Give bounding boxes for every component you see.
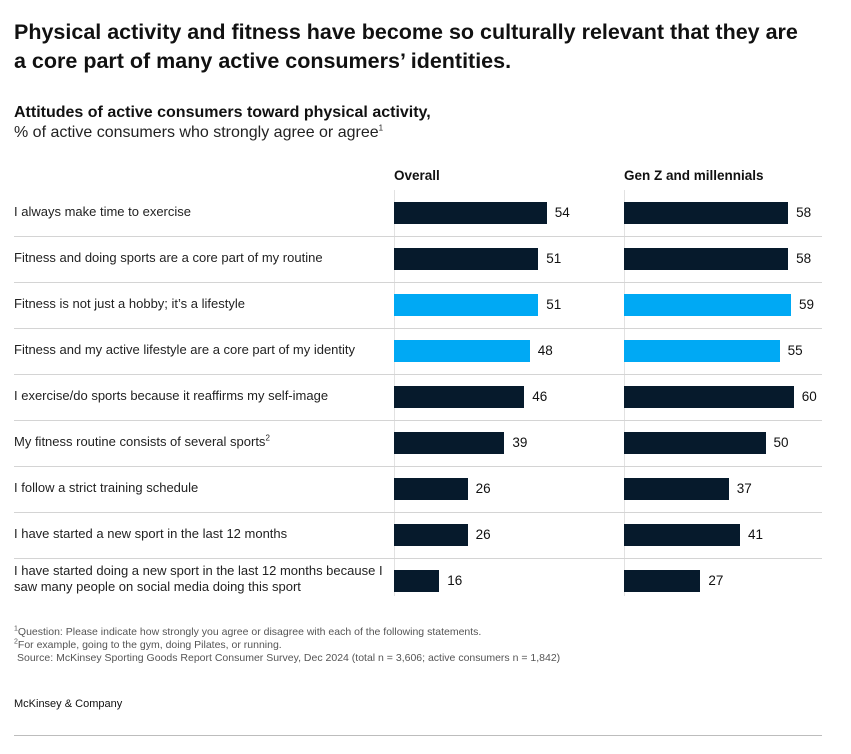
data-label: 46: [532, 389, 548, 404]
category-label: I exercise/do sports because it reaffirm…: [14, 388, 328, 404]
footnote-1-text: Question: Please indicate how strongly y…: [17, 626, 482, 638]
footnote-2: 2For example, going to the gym, doing Pi…: [14, 639, 282, 652]
category-label: Fitness is not just a hobby; it’s a life…: [14, 296, 245, 312]
category-label-text: I follow a strict training schedule: [14, 480, 199, 495]
data-label: 37: [736, 481, 752, 496]
footnote-1-marker: 1: [14, 625, 18, 633]
footnote-2-marker: 2: [14, 638, 18, 646]
row-separator: [14, 374, 822, 375]
category-label: Fitness and my active lifestyle are a co…: [14, 342, 355, 358]
bar: [624, 432, 766, 454]
data-label: 48: [537, 343, 553, 358]
bar: [624, 248, 789, 270]
row-separator: [14, 282, 822, 283]
row-separator: [14, 420, 822, 421]
category-label-text: I have started doing a new sport in the …: [14, 563, 383, 594]
data-label: 41: [748, 527, 764, 542]
data-label: 39: [512, 435, 528, 450]
category-label-text: I have started a new sport in the last 1…: [14, 526, 288, 541]
chart-subtitle-note: 1: [378, 123, 384, 133]
category-label: I always make time to exercise: [14, 204, 191, 220]
data-label: 26: [475, 527, 491, 542]
chart-subtitle: % of active consumers who strongly agree…: [14, 124, 383, 142]
row-separator: [14, 512, 822, 513]
data-label: 59: [799, 297, 815, 312]
category-label: My fitness routine consists of several s…: [14, 434, 270, 450]
data-label: 26: [475, 481, 491, 496]
category-label-text: I exercise/do sports because it reaffirm…: [14, 388, 329, 403]
bar: [624, 524, 740, 546]
brand-logo-text: McKinsey & Company: [14, 698, 123, 710]
series-header-overall: Overall: [394, 168, 440, 183]
row-separator: [14, 236, 822, 237]
data-label: 58: [796, 251, 812, 266]
data-label: 27: [708, 573, 724, 588]
category-label-text: Fitness is not just a hobby; it’s a life…: [14, 296, 245, 311]
bottom-rule: [14, 735, 822, 736]
bar: [394, 570, 440, 592]
category-label-text: I always make time to exercise: [14, 204, 192, 219]
bar: [394, 478, 468, 500]
category-label-text: Fitness and my active lifestyle are a co…: [14, 342, 356, 357]
category-label-text: Fitness and doing sports are a core part…: [14, 250, 323, 265]
data-label: 50: [773, 435, 789, 450]
data-label: 51: [546, 251, 562, 266]
footnote-1: 1Question: Please indicate how strongly …: [14, 626, 481, 639]
bar: [624, 340, 780, 362]
bar: [394, 524, 468, 546]
category-label: I have started a new sport in the last 1…: [14, 526, 287, 542]
bar: [394, 248, 539, 270]
data-label: 51: [546, 297, 562, 312]
bar: [394, 294, 539, 316]
data-label: 60: [801, 389, 817, 404]
category-label: I have started doing a new sport in the …: [14, 563, 389, 595]
category-label: Fitness and doing sports are a core part…: [14, 250, 323, 266]
bar: [394, 386, 525, 408]
bar: [624, 294, 791, 316]
data-label: 55: [787, 343, 803, 358]
category-label-text: My fitness routine consists of several s…: [14, 434, 266, 449]
bar: [624, 386, 794, 408]
series-header-genz: Gen Z and millennials: [624, 168, 764, 183]
row-separator: [14, 328, 822, 329]
category-note: 2: [265, 433, 270, 443]
footnote-source: Source: McKinsey Sporting Goods Report C…: [17, 652, 561, 664]
bar: [394, 340, 530, 362]
data-label: 54: [554, 205, 570, 220]
bar: [394, 202, 547, 224]
footnote-2-text: For example, going to the gym, doing Pil…: [17, 639, 282, 651]
bar: [624, 202, 789, 224]
row-separator: [14, 466, 822, 467]
headline: Physical activity and fitness have becom…: [14, 20, 798, 73]
bar: [624, 478, 729, 500]
bar: [624, 570, 701, 592]
bar: [394, 432, 505, 454]
category-label: I follow a strict training schedule: [14, 480, 198, 496]
chart-title: Attitudes of active consumers toward phy…: [14, 104, 431, 121]
chart-subtitle-text: % of active consumers who strongly agree…: [14, 124, 379, 141]
data-label: 58: [796, 205, 812, 220]
row-separator: [14, 558, 822, 559]
data-label: 16: [447, 573, 463, 588]
